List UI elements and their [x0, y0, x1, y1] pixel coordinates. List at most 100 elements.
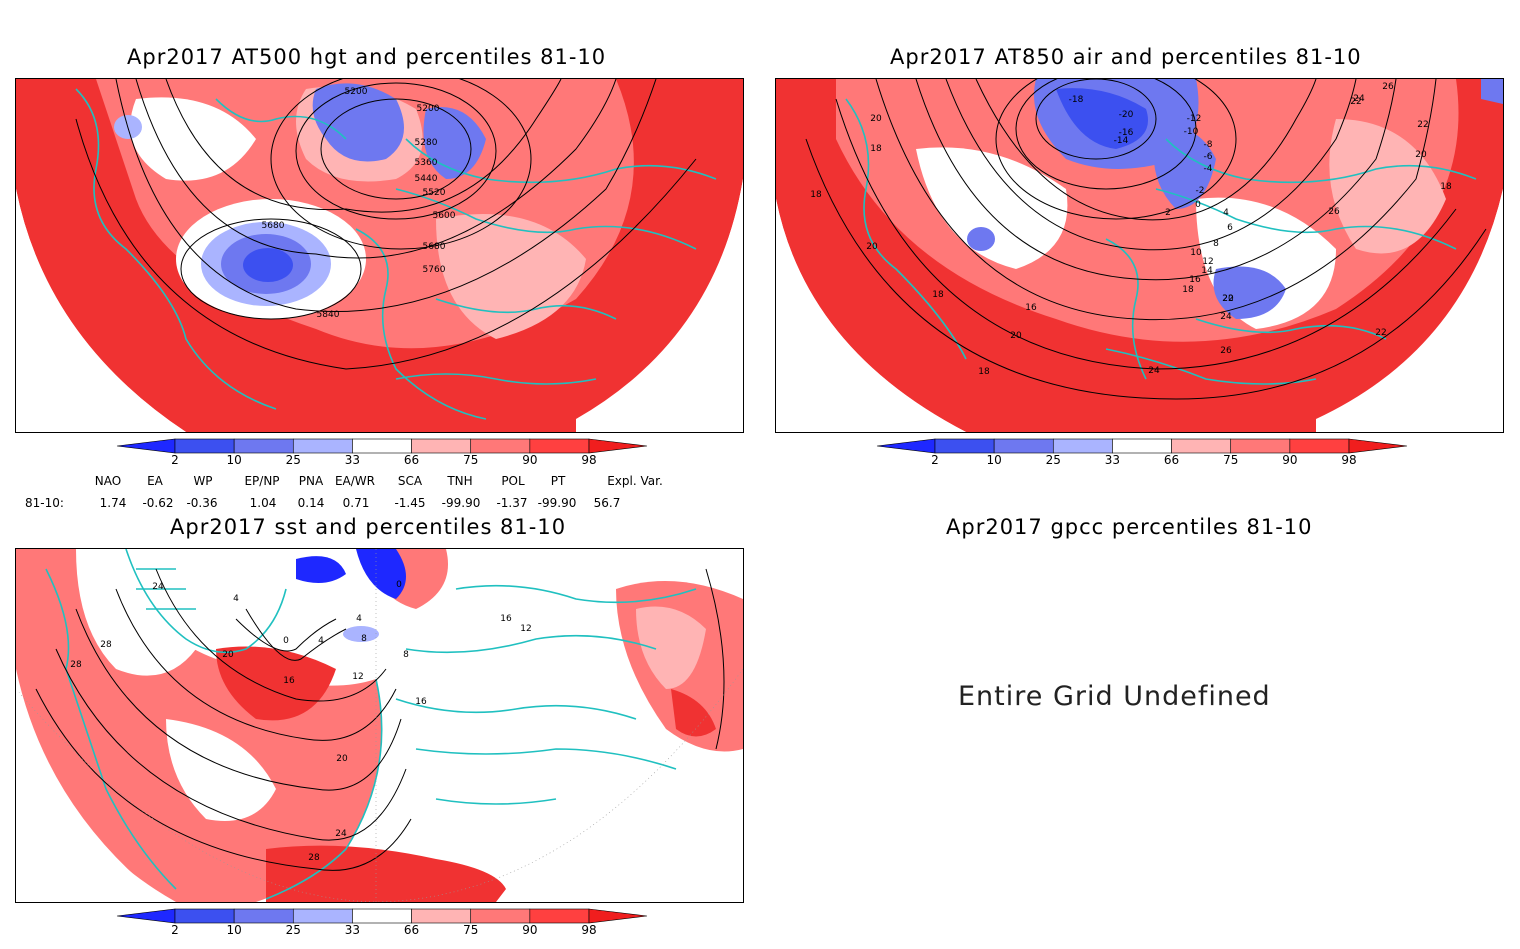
air-contour-label: -2	[1196, 186, 1205, 196]
air-contour-label: 4	[1223, 208, 1229, 218]
air-contour-label: 26	[1220, 346, 1232, 356]
hgt-contour-label: 5680	[262, 221, 285, 231]
map-panel-sst: 24 28 28 20 4 0 4 8 16 12 16 20 24 28 0 …	[15, 548, 744, 903]
index-header: EA/WR	[334, 474, 376, 488]
colorbar-tick-label: 25	[1045, 453, 1061, 467]
colorbar-bin	[1052, 438, 1113, 454]
colorbar-hgt: 2 10 25 33 66 75 90 98	[116, 438, 648, 479]
air-contour-label: -6	[1204, 152, 1213, 162]
sst-contour-label: 8	[403, 650, 409, 660]
colorbar-tick-label: 98	[581, 923, 597, 937]
sst-contour-label: 28	[100, 640, 112, 650]
index-header: EP/NP	[244, 474, 280, 488]
colorbar-tick-label: 33	[1104, 453, 1121, 467]
colorbar-tick-label: 98	[1341, 453, 1357, 467]
panel-title-hgt: Apr2017 AT500 hgt and percentiles 81-10	[127, 45, 607, 69]
sst-contour-label: 16	[415, 697, 427, 707]
panel-title-sst: Apr2017 sst and percentiles 81-10	[170, 515, 567, 539]
air-contour-label: 20	[1010, 331, 1022, 341]
air-contour-label: 26	[1328, 207, 1340, 217]
air-contour-label: -20	[1119, 110, 1134, 120]
index-value: 56.7	[593, 496, 621, 510]
colorbar-tick-label: 10	[226, 453, 242, 467]
index-value: -99.90	[441, 496, 481, 510]
index-value: -0.62	[142, 496, 174, 510]
index-row-label: 81-10:	[25, 496, 64, 510]
air-contour-label: 6	[1227, 223, 1233, 233]
colorbar-bin	[529, 908, 590, 924]
index-header: POL	[501, 474, 525, 488]
air-contour-label: 18	[1182, 285, 1194, 295]
colorbar-tick-label: 90	[1282, 453, 1298, 467]
colorbar-tick-label: 66	[403, 453, 420, 467]
colorbar-tick-label: 75	[463, 453, 479, 467]
air-contour-label: 8	[1213, 239, 1219, 249]
sst-contour-label: 28	[70, 660, 82, 670]
air-contour-label: 24	[1220, 312, 1232, 322]
sst-contour-label: 16	[500, 614, 512, 624]
colorbar-tick-label: 2	[171, 923, 179, 937]
colorbar-tick-label: 25	[285, 923, 301, 937]
sst-contour-label: 24	[152, 582, 164, 592]
index-value: -1.45	[394, 496, 426, 510]
air-contour-label: 16	[1189, 275, 1201, 285]
colorbar-tick-label: 98	[581, 453, 597, 467]
air-contour-label: 22	[1222, 294, 1233, 304]
air-contour-label: 12	[1202, 257, 1213, 267]
map-panel-air: -18 -20 -16 -14 -12 -10 -8 -6 -4 -2 0 2 …	[775, 78, 1504, 433]
hgt-contour-label: 5360	[415, 158, 438, 168]
colorbar-sst: 2 10 25 33 66 75 90 98	[116, 908, 648, 949]
colorbar-tick-label: 10	[226, 923, 242, 937]
hgt-contour-label: 5200	[417, 104, 440, 114]
colorbar-bin	[470, 438, 531, 454]
air-contour-label: -10	[1184, 127, 1199, 137]
colorbar-bin	[116, 438, 176, 454]
colorbar-bin	[292, 908, 353, 924]
colorbar-tick-label: 33	[344, 453, 361, 467]
colorbar-bin	[411, 908, 472, 924]
air-contour-label: 24	[1148, 366, 1160, 376]
index-value: -99.90	[537, 496, 577, 510]
sst-contour-label: 4	[356, 614, 362, 624]
air-contour-label: 24	[1353, 94, 1365, 104]
index-header: EA	[147, 474, 163, 488]
hgt-contour-label: 5520	[423, 188, 446, 198]
colorbar-bin	[588, 438, 648, 454]
sst-contour-label: 12	[520, 624, 531, 634]
index-header: Expl. Var.	[607, 474, 663, 488]
air-contour-label: -16	[1119, 128, 1134, 138]
colorbar-bin	[1348, 438, 1408, 454]
colorbar-bin	[876, 438, 936, 454]
colorbar-tick-label: 2	[931, 453, 939, 467]
air-contour-label: 18	[810, 190, 822, 200]
hgt-contour-label: 5840	[317, 310, 340, 320]
colorbar-bin	[352, 908, 412, 924]
colorbar-tick-label: 33	[344, 923, 361, 937]
colorbar-bin	[233, 908, 294, 924]
air-contour-label: 16	[1025, 303, 1037, 313]
air-contour-label: 14	[1201, 266, 1213, 276]
colorbar-tick-label: 66	[1163, 453, 1180, 467]
colorbar-tick-label: 75	[1223, 453, 1239, 467]
hgt-contour-label: 5280	[415, 138, 438, 148]
air-contour-label: -18	[1069, 95, 1084, 105]
index-header: PT	[550, 474, 566, 488]
index-value: 0.71	[342, 496, 370, 510]
air-contour-label: 22	[1350, 97, 1361, 107]
colorbar-air-labels: 2 10 25 33 66 75 90 98	[877, 453, 1407, 469]
colorbar-tick-label: 90	[522, 923, 538, 937]
index-value: 1.74	[99, 496, 127, 510]
hgt-map-canvas: 5200 5200 5280 5360 5440 5520 5600 5680 …	[16, 79, 743, 432]
colorbar-sst-labels: 2 10 25 33 66 75 90 98	[117, 923, 647, 939]
hgt-contour-label: 5600	[433, 211, 456, 221]
index-header: NAO	[94, 474, 122, 488]
sst-contour-label: 12	[352, 672, 363, 682]
air-contour-label: 10	[1190, 248, 1202, 258]
colorbar-bin	[116, 908, 176, 924]
index-header: SCA	[397, 474, 423, 488]
sst-contour-label: 24	[335, 829, 347, 839]
index-value: 0.14	[297, 496, 325, 510]
air-contour-label: 18	[1440, 182, 1452, 192]
sst-contour-label: 0	[283, 636, 289, 646]
panel-title-air: Apr2017 AT850 air and percentiles 81-10	[890, 45, 1362, 69]
